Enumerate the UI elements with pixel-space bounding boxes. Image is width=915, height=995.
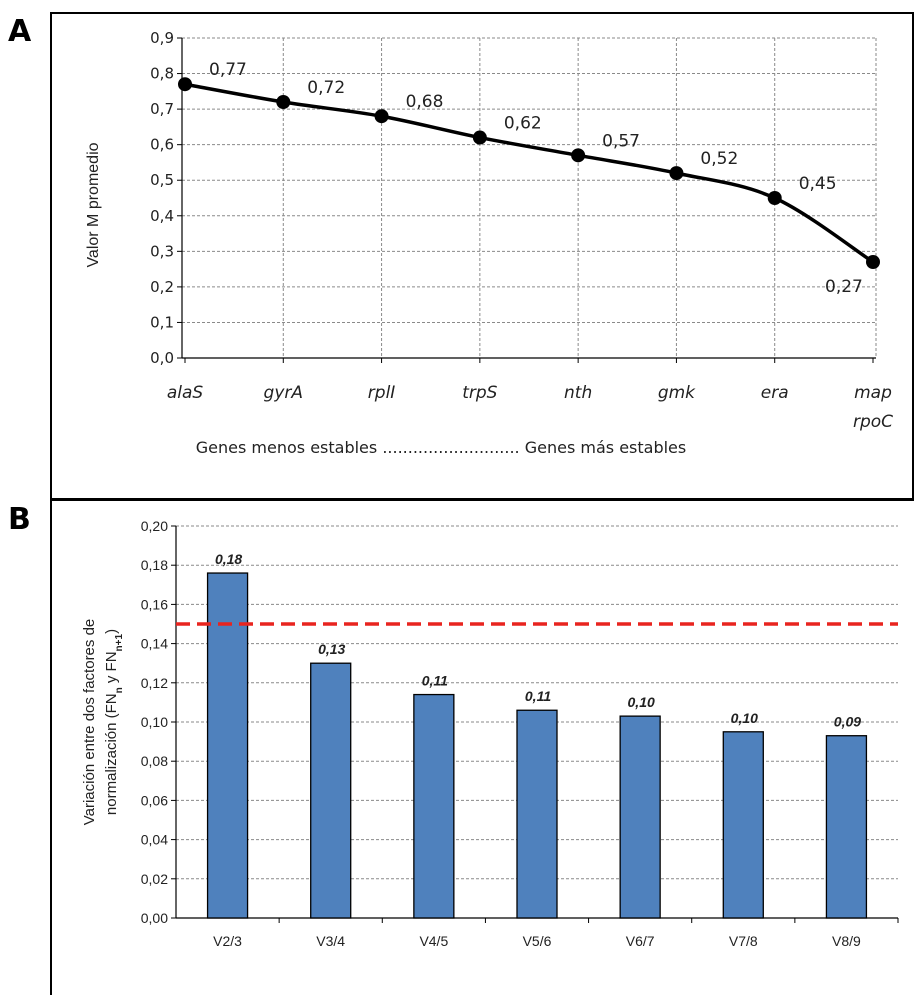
panel-a-x-tick-label: gmk <box>658 383 696 403</box>
panel-b-data-label: 0,13 <box>318 641 345 657</box>
panel-a-data-point <box>472 130 487 145</box>
panel-a-y-tick-label: 0,8 <box>150 65 174 83</box>
panel-b-data-label: 0,11 <box>422 673 448 689</box>
panel-b-y-tick-label: 0,00 <box>141 910 168 926</box>
panel-b-bar <box>619 715 661 919</box>
panel-b-x-tick-label: V7/8 <box>729 933 758 949</box>
panel-b-y-tick-label: 0,02 <box>141 871 168 887</box>
panel-b-bar <box>825 735 868 919</box>
panel-a-data-point <box>276 95 291 109</box>
panel-a-x-tick-label: era <box>761 383 789 403</box>
panel-a-data-label: 0,57 <box>602 131 640 151</box>
panel-a-data-point <box>767 191 782 205</box>
panel-b-bar <box>206 572 249 919</box>
panel-a-data-label: 0,62 <box>504 114 542 134</box>
panel-b-x-tick-label: V4/5 <box>419 933 448 949</box>
panel-b-y-tick-label: 0,12 <box>141 675 168 691</box>
panel-b-data-label: 0,18 <box>215 551 242 567</box>
panel-a-x-tick-label: gyrA <box>264 383 303 403</box>
panel-a-data-label: 0,45 <box>799 174 837 194</box>
panel-a-x-tick-label: rplI <box>368 383 396 403</box>
panel-a-data-point <box>571 148 586 163</box>
panel-b-letter: B <box>8 502 31 537</box>
panel-a-data-label: 0,72 <box>307 78 345 98</box>
panel-a-data-point <box>178 77 192 92</box>
panel-b-y-tick-label: 0,06 <box>141 792 168 808</box>
panel-b-y-tick-label: 0,04 <box>141 832 168 848</box>
panel-a-data-point <box>866 255 880 269</box>
panel-a-y-tick-label: 0,7 <box>150 100 174 118</box>
panel-b-x-tick-label: V6/7 <box>626 933 655 949</box>
panel-a-y-tick-label: 0,2 <box>150 278 174 296</box>
panel-a-data-label: 0,68 <box>406 92 444 112</box>
panel-a-x-tick-label: rpoC <box>853 412 893 432</box>
panel-a-x-tick-label: trpS <box>462 383 497 403</box>
panel-a-y-tick-label: 0,4 <box>150 207 174 225</box>
panel-a-x-tick-label: map <box>854 383 892 403</box>
panel-b-y-axis-title-line2: normalización (FNn y FNn+1) <box>103 629 125 815</box>
panel-a-x-tick-label: nth <box>564 383 592 403</box>
panel-a-data-point <box>669 166 684 181</box>
panel-a-data-label: 0,52 <box>700 149 738 169</box>
panel-b-data-label: 0,11 <box>525 688 551 704</box>
panel-b-y-tick-label: 0,20 <box>141 518 168 534</box>
panel-a-y-axis-title: Valor M promedio <box>85 142 102 267</box>
panel-b-x-tick-label: V3/4 <box>316 933 345 949</box>
panel-b-x-tick-label: V2/3 <box>213 933 242 949</box>
panel-a-x-axis-title: Genes menos estables ...................… <box>196 438 686 457</box>
panel-a-x-tick-label: alaS <box>167 383 204 403</box>
panel-a-series-line <box>184 82 874 264</box>
panel-a-y-tick-label: 0,3 <box>150 242 174 260</box>
panel-a-y-tick-label: 0,1 <box>150 313 174 331</box>
panel-b-y-axis-title-line1: Variación entre dos factores de <box>81 619 98 826</box>
panel-a-data-label: 0,77 <box>209 60 247 80</box>
panel-b-bar <box>310 662 352 919</box>
panel-b-y-tick-label: 0,14 <box>141 636 168 652</box>
panel-a-data-point <box>374 109 389 124</box>
panel-b-y-tick-label: 0,16 <box>141 596 168 612</box>
panel-a-y-tick-label: 0,5 <box>150 171 174 189</box>
panel-b-x-tick-label: V5/6 <box>523 933 552 949</box>
panel-a-y-tick-label: 0,9 <box>150 29 174 47</box>
panel-a-y-tick-label: 0,6 <box>150 136 174 154</box>
panel-a-data-label: 0,27 <box>825 277 863 297</box>
panel-b-frame <box>50 499 914 995</box>
panel-b-y-tick-label: 0,08 <box>141 753 168 769</box>
panel-a-letter: A <box>8 14 32 49</box>
panel-b-data-label: 0,10 <box>731 710 758 726</box>
panel-b-data-label: 0,10 <box>628 694 655 710</box>
panel-a-y-tick-label: 0,0 <box>150 349 174 367</box>
panel-b-bar <box>413 693 455 919</box>
panel-b-bar <box>516 709 558 919</box>
panel-b-data-label: 0,09 <box>834 714 861 730</box>
panel-b-x-tick-label: V8/9 <box>832 933 861 949</box>
panel-b-y-tick-label: 0,10 <box>141 714 168 730</box>
panel-b-bar <box>722 731 764 919</box>
panel-b-y-tick-label: 0,18 <box>141 557 168 573</box>
